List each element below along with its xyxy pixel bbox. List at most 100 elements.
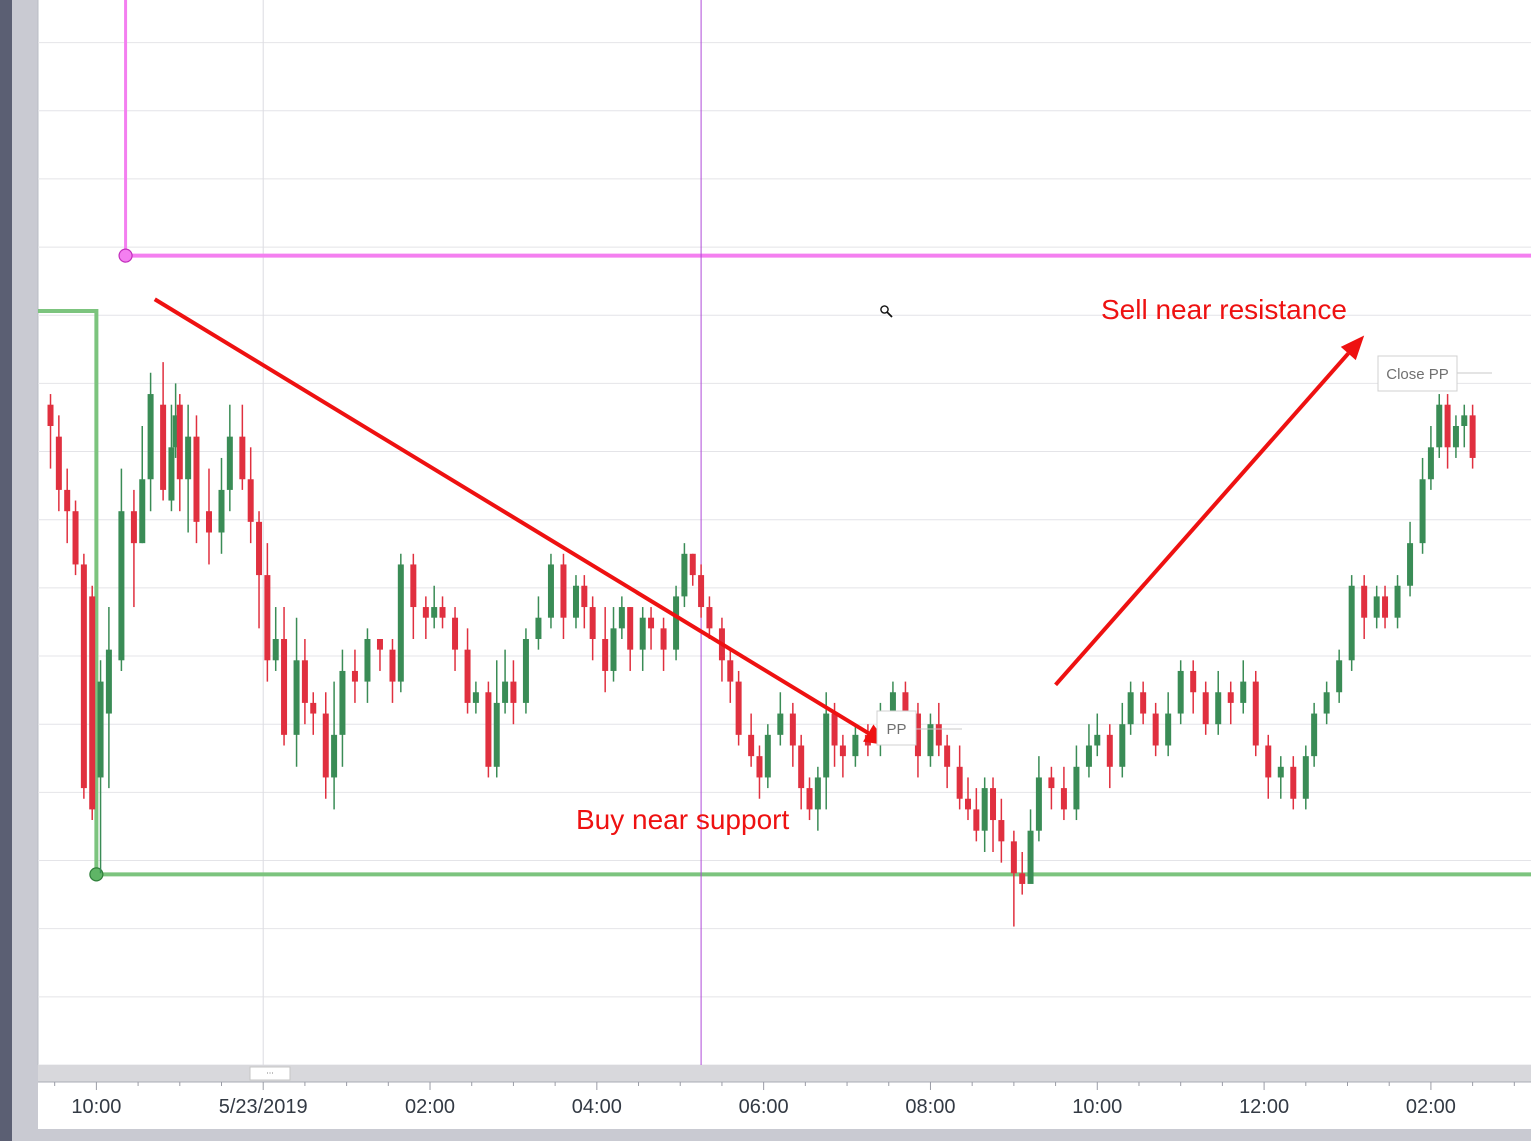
candle-down — [956, 745, 963, 810]
candle-body — [902, 692, 909, 714]
candle-down — [176, 394, 183, 512]
candle-body — [397, 564, 404, 682]
candle-up — [1302, 745, 1309, 810]
candle-body — [1165, 713, 1172, 746]
candle-up — [547, 553, 554, 629]
candle-body — [535, 617, 542, 639]
horizontal-scrollbar-track[interactable] — [38, 1065, 1531, 1082]
candle-body — [105, 649, 112, 714]
candle-down — [1019, 852, 1026, 895]
candle-body — [1035, 777, 1042, 831]
candle-down — [602, 607, 609, 693]
candle-down — [944, 734, 951, 789]
candle-down — [839, 734, 846, 778]
scrollbar-thumb[interactable] — [249, 1066, 291, 1081]
candle-body — [1048, 777, 1055, 789]
candle-body — [1277, 766, 1284, 778]
candle-body — [472, 692, 479, 703]
pp-label-box[interactable]: PP — [876, 710, 962, 746]
candle-down — [1140, 681, 1147, 725]
candle-down — [689, 553, 696, 586]
candle-up — [1323, 681, 1330, 725]
candle-body — [814, 777, 821, 810]
candle-up — [397, 553, 404, 693]
candle-body — [1419, 479, 1426, 544]
candle-body — [1461, 415, 1468, 426]
candle-body — [1311, 713, 1318, 757]
candle-body — [205, 511, 212, 533]
scrollbar-grip: ··· — [266, 1069, 274, 1078]
candle-up — [1373, 585, 1380, 629]
candle-down — [748, 713, 755, 767]
candle-body — [130, 511, 137, 544]
candle-up — [981, 777, 988, 852]
candle-down — [706, 596, 713, 639]
candle-body — [452, 617, 459, 650]
candle-body — [1348, 585, 1355, 661]
candle-down — [1202, 681, 1209, 735]
candle-up — [364, 628, 371, 703]
plot-area[interactable] — [38, 0, 1531, 1065]
candle-up — [1085, 724, 1092, 778]
candle-up — [823, 692, 830, 810]
candle-down — [998, 798, 1005, 863]
candle-body — [64, 489, 71, 512]
close-pp-label: Close PP — [1386, 366, 1449, 383]
resistance-handle[interactable] — [118, 248, 133, 263]
candle-down — [1469, 404, 1476, 469]
candle-up — [522, 628, 529, 714]
candle-up — [673, 585, 680, 661]
candle-body — [748, 734, 755, 757]
candle-body — [1382, 596, 1389, 618]
candle-up — [1427, 426, 1434, 490]
candle-body — [589, 607, 596, 639]
candle-body — [1202, 692, 1209, 725]
candle-body — [1444, 404, 1451, 448]
support-handle[interactable] — [89, 867, 104, 882]
candle-body — [823, 713, 830, 778]
arrow-head — [1340, 335, 1365, 361]
candle-body — [1302, 756, 1309, 799]
candle-body — [422, 607, 429, 618]
candle-up — [1461, 404, 1468, 448]
candle-down — [581, 575, 588, 629]
close-pp-box-rect — [1377, 355, 1458, 392]
candle-down — [698, 564, 705, 618]
sell-near-resistance-note: Sell near resistance — [1101, 294, 1347, 325]
candle-down — [990, 777, 997, 852]
candle-up — [431, 585, 438, 629]
candle-body — [256, 521, 263, 576]
candle-body — [673, 596, 680, 650]
candle-body — [944, 745, 951, 767]
candle-body — [798, 745, 805, 789]
candle-body — [264, 575, 271, 661]
candle-body — [998, 820, 1005, 842]
candle-down — [322, 692, 329, 799]
candle-body — [1436, 404, 1443, 448]
candle-down — [256, 511, 263, 629]
candle-body — [47, 404, 54, 426]
support-resistance-levels[interactable] — [38, 0, 1531, 882]
time-axis-ticks: 10:00 5/23/2019 02:00 04:00 06:00 08:00 10:00 1… — [54, 1082, 1515, 1118]
candle-down — [1290, 756, 1297, 810]
candle-up — [1073, 745, 1080, 821]
candle-up — [927, 713, 934, 767]
annotation-arrow-2[interactable] — [1054, 335, 1365, 687]
candle-body — [410, 564, 417, 608]
candle-body — [322, 713, 329, 778]
candle-body — [648, 617, 655, 629]
candle-down — [660, 617, 667, 671]
candle-body — [89, 596, 96, 810]
candle-body — [118, 511, 125, 661]
candle-up — [1336, 649, 1343, 703]
candle-body — [727, 660, 734, 682]
candle-up — [1419, 457, 1426, 554]
x-tick-label: 10:00 — [1072, 1096, 1122, 1118]
candle-down — [160, 362, 167, 501]
close-pp-label-box[interactable]: Close PP — [1377, 355, 1492, 392]
candle-up — [185, 404, 192, 533]
candle-body — [493, 702, 500, 767]
candle-body — [572, 585, 579, 618]
candle-up — [1165, 692, 1172, 757]
